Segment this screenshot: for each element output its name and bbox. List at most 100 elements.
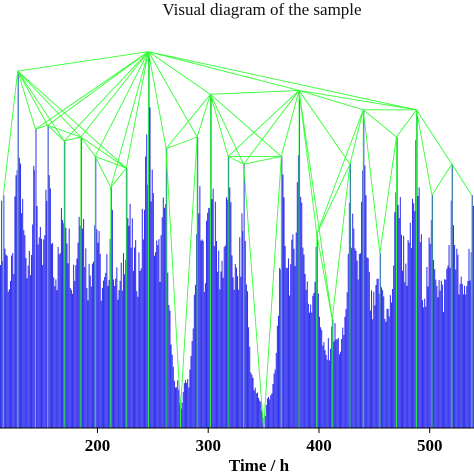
bar — [245, 284, 247, 428]
bar — [268, 396, 270, 428]
bar — [66, 243, 68, 428]
bar — [442, 311, 445, 428]
bar — [96, 229, 98, 428]
bar — [439, 290, 441, 428]
bar — [416, 109, 418, 428]
bar — [438, 279, 440, 428]
visibility-edge — [362, 109, 381, 254]
bar — [399, 197, 401, 428]
bar — [83, 218, 85, 428]
bar — [320, 327, 322, 428]
visibility-edge — [263, 156, 282, 429]
bar — [410, 248, 412, 428]
x-tick-label: 500 — [417, 436, 443, 455]
bar — [86, 287, 88, 428]
bar — [306, 281, 308, 428]
bar — [194, 284, 196, 428]
bar — [97, 242, 99, 428]
bar — [433, 259, 435, 428]
bar — [348, 203, 350, 428]
bar — [452, 225, 455, 428]
bar — [413, 203, 415, 428]
bar — [300, 196, 302, 428]
bar — [375, 285, 377, 428]
bar — [367, 258, 369, 428]
bar — [324, 350, 326, 428]
bar — [282, 174, 284, 428]
bar — [322, 345, 324, 428]
bar — [74, 280, 76, 428]
bar — [430, 219, 432, 428]
bar — [217, 271, 219, 428]
bar — [78, 216, 80, 428]
bar — [269, 399, 271, 428]
bar — [346, 292, 348, 428]
bar — [363, 109, 365, 428]
bar — [354, 248, 356, 428]
bar — [238, 289, 240, 428]
bar-layer — [0, 51, 474, 429]
bar — [103, 280, 105, 428]
bar — [120, 262, 122, 428]
bar — [160, 235, 162, 428]
visibility-edge — [298, 90, 333, 320]
bar — [284, 246, 286, 428]
bar — [12, 252, 14, 428]
bar — [94, 225, 96, 428]
bar — [205, 220, 208, 428]
bar — [5, 254, 7, 428]
bar — [148, 51, 150, 428]
bar — [135, 240, 137, 428]
bar — [417, 195, 419, 428]
bar — [11, 255, 13, 428]
bar — [6, 255, 8, 428]
bar — [356, 260, 358, 428]
bar — [428, 237, 430, 428]
bar — [457, 254, 459, 428]
bar — [279, 268, 281, 428]
bar — [291, 239, 293, 428]
bar — [131, 218, 133, 428]
bar — [437, 297, 439, 428]
bar — [407, 240, 409, 428]
bar — [337, 338, 339, 428]
bar — [210, 94, 212, 428]
visibility-edge — [2, 70, 19, 196]
bar — [364, 165, 366, 429]
bar — [472, 205, 474, 428]
bar — [388, 316, 390, 428]
visibility-edge — [349, 109, 364, 165]
bar — [153, 255, 155, 428]
bar — [158, 239, 160, 428]
bar — [3, 195, 5, 428]
visibility-edge — [17, 70, 65, 142]
bar — [228, 156, 230, 428]
bar — [87, 300, 89, 428]
bar — [275, 352, 277, 428]
bar — [229, 187, 231, 428]
x-tick-label: 400 — [306, 436, 332, 455]
bar — [469, 280, 471, 428]
bar — [239, 237, 241, 428]
bar — [450, 200, 452, 428]
bar — [343, 334, 345, 428]
bar — [138, 252, 140, 428]
bar — [55, 279, 57, 428]
bar — [427, 286, 429, 428]
visibility-edge — [227, 90, 300, 157]
visibility-edge — [316, 233, 333, 320]
bar — [16, 170, 18, 428]
bar — [389, 295, 391, 428]
bar — [435, 279, 437, 428]
bar — [365, 195, 367, 428]
bar — [150, 201, 152, 428]
bar — [376, 278, 378, 428]
bar — [111, 209, 113, 428]
bar — [90, 286, 92, 428]
bar — [13, 274, 15, 428]
bar — [328, 360, 330, 428]
bar — [325, 354, 327, 428]
bar — [250, 372, 252, 428]
bar — [371, 290, 373, 428]
bar — [220, 271, 222, 428]
